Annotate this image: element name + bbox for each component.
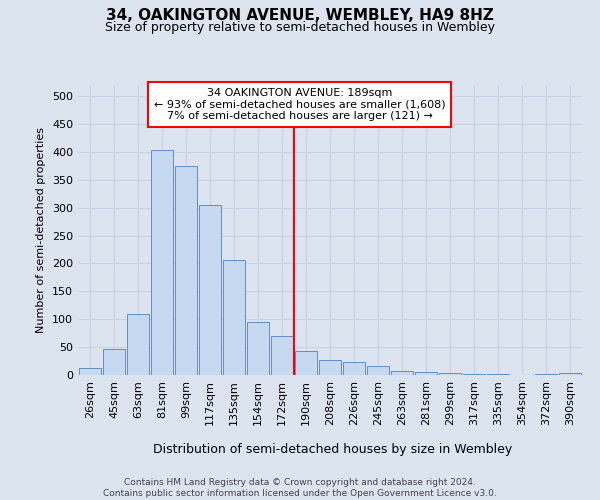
Bar xyxy=(127,314,149,375)
Text: Contains HM Land Registry data © Crown copyright and database right 2024.
Contai: Contains HM Land Registry data © Crown c… xyxy=(103,478,497,498)
Text: Distribution of semi-detached houses by size in Wembley: Distribution of semi-detached houses by … xyxy=(154,442,512,456)
Bar xyxy=(559,374,581,375)
Bar xyxy=(367,366,389,375)
Bar xyxy=(199,205,221,375)
Bar xyxy=(247,322,269,375)
Bar xyxy=(343,362,365,375)
Bar xyxy=(415,372,437,375)
Bar xyxy=(535,374,557,375)
Text: 34 OAKINGTON AVENUE: 189sqm
← 93% of semi-detached houses are smaller (1,608)
7%: 34 OAKINGTON AVENUE: 189sqm ← 93% of sem… xyxy=(154,88,446,121)
Text: Size of property relative to semi-detached houses in Wembley: Size of property relative to semi-detach… xyxy=(105,21,495,34)
Bar xyxy=(295,351,317,375)
Bar xyxy=(487,374,509,375)
Bar xyxy=(271,336,293,375)
Bar xyxy=(439,374,461,375)
Y-axis label: Number of semi-detached properties: Number of semi-detached properties xyxy=(37,127,46,333)
Bar xyxy=(319,360,341,375)
Bar xyxy=(79,368,101,375)
Bar xyxy=(223,260,245,375)
Bar xyxy=(103,349,125,375)
Bar xyxy=(151,150,173,375)
Bar xyxy=(463,374,485,375)
Text: 34, OAKINGTON AVENUE, WEMBLEY, HA9 8HZ: 34, OAKINGTON AVENUE, WEMBLEY, HA9 8HZ xyxy=(106,8,494,22)
Bar xyxy=(391,370,413,375)
Bar xyxy=(175,166,197,375)
